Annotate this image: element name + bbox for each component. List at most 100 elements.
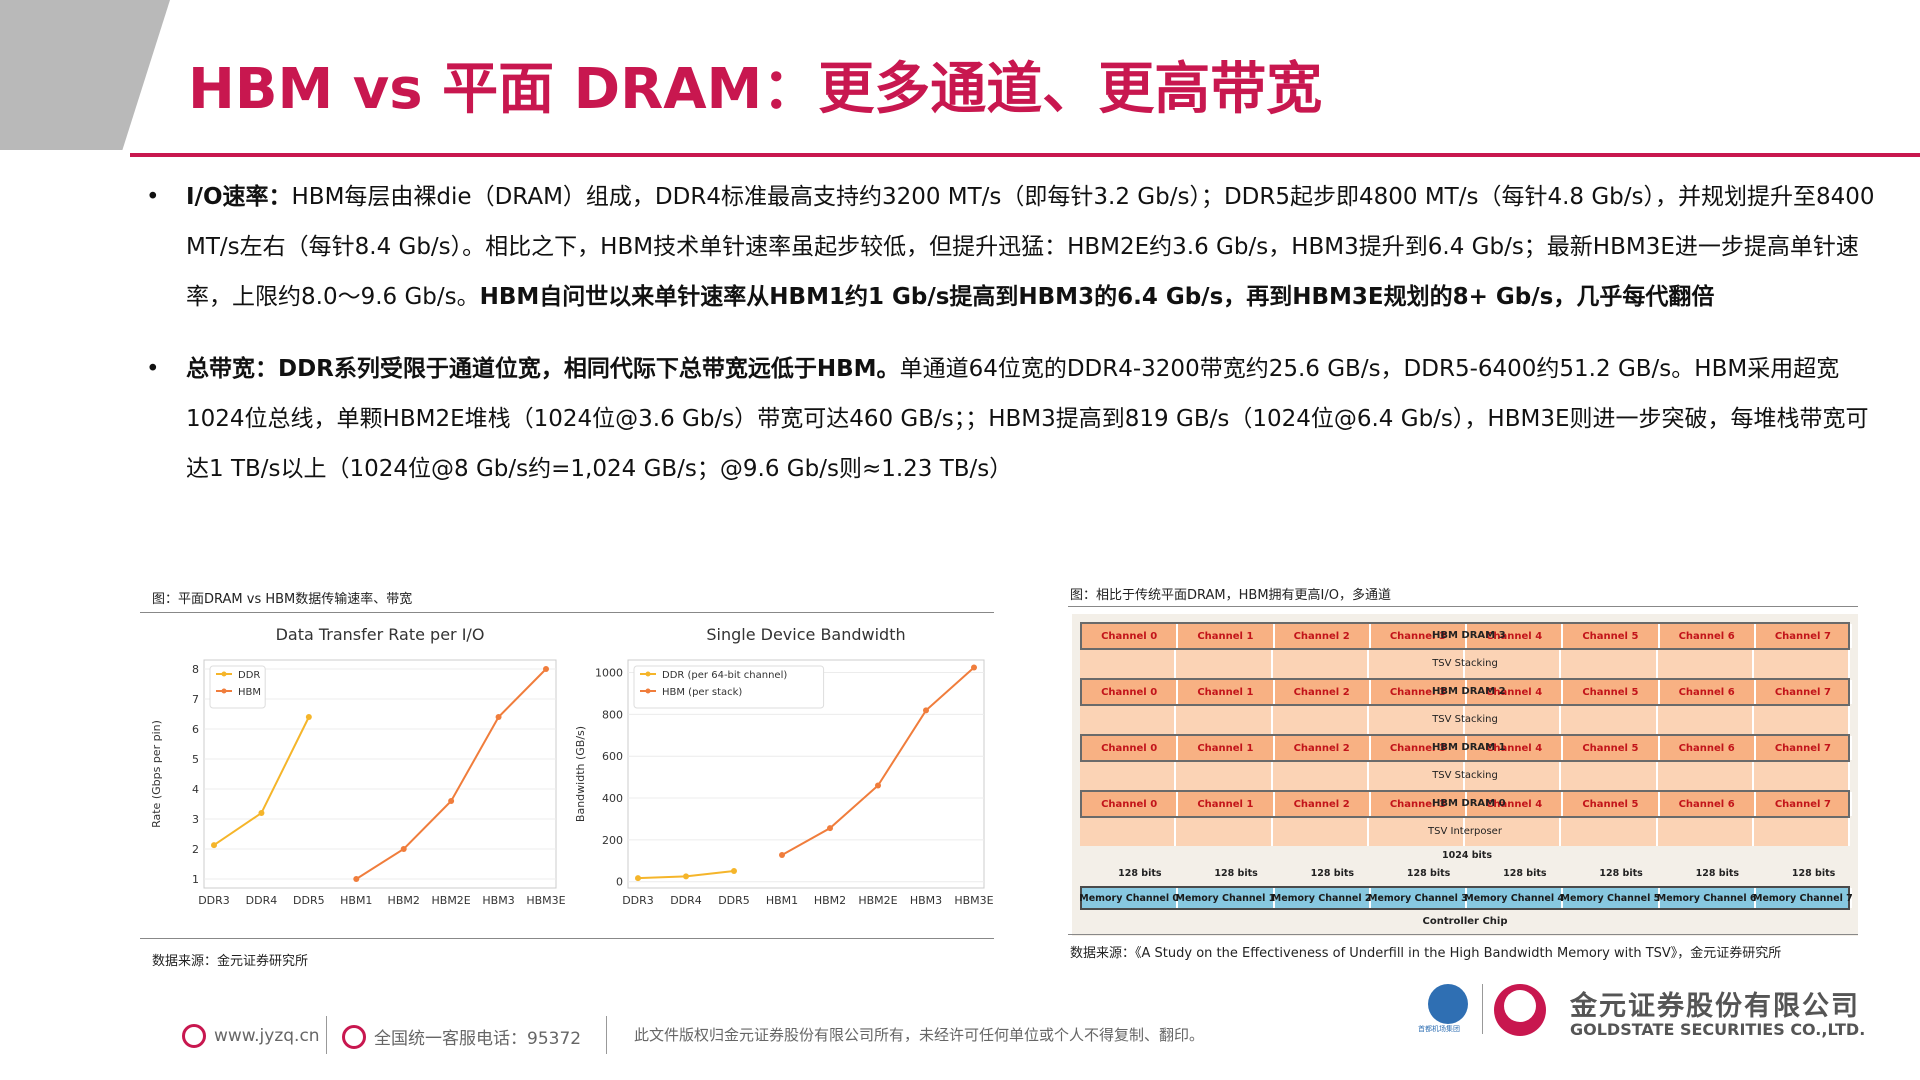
- channel-cell: Channel 5: [1563, 680, 1660, 704]
- legend-label: HBM: [238, 687, 261, 698]
- dram-layer-label: HBM DRAM 0: [1432, 798, 1506, 809]
- page-title: HBM vs 平面 DRAM：更多通道、更高带宽: [188, 57, 1323, 122]
- x-tick-label: HBM3: [482, 894, 514, 907]
- data-point: [448, 798, 455, 804]
- channel-cell: Channel 0: [1082, 792, 1179, 816]
- channel-cell: Channel 2: [1275, 792, 1371, 816]
- figure-right-bottom-rule: [1068, 934, 1858, 935]
- tsv-gap-cell: [1561, 818, 1658, 846]
- data-point: [353, 876, 360, 882]
- x-tick-label: HBM2: [814, 894, 846, 907]
- legend-marker: [221, 688, 227, 694]
- bullet-dot: •: [146, 184, 160, 210]
- y-tick-label: 3: [192, 813, 199, 826]
- memory-channel-cell: Memory Channel 3: [1368, 888, 1468, 908]
- header-decoration: [0, 0, 170, 150]
- x-tick-label: HBM3E: [954, 894, 993, 907]
- tsv-stacking-label: TSV Stacking: [1432, 714, 1498, 725]
- footer-website-text: www.jyzq.cn: [214, 1026, 320, 1046]
- globe-icon: [182, 1024, 206, 1048]
- tsv-gap-cell: [1273, 650, 1369, 678]
- x-tick-label: HBM2E: [432, 894, 471, 907]
- footer-hotline-text: 全国统一客服电话：95372: [374, 1029, 582, 1049]
- tsv-gap-cell: [1176, 650, 1273, 678]
- company-name-en: GOLDSTATE SECURITIES CO.,LTD.: [1570, 1020, 1866, 1039]
- x-tick-label: DDR5: [293, 894, 325, 907]
- footer-website[interactable]: www.jyzq.cn: [182, 1024, 320, 1048]
- bullet-emphasis: HBM自问世以来单针速率从HBM1约1 Gb/s提高到HBM3的6.4 Gb/s…: [479, 284, 1715, 310]
- x-tick-label: HBM2E: [858, 894, 897, 907]
- chart-rate-per-io: Data Transfer Rate per I/O 1 2 3 4 5 6 7 8 DDR3 DD…: [146, 618, 566, 930]
- footer: www.jyzq.cn 全国统一客服电话：95372 此文件版权归金元证券股份有…: [0, 1000, 1920, 1080]
- footer-copyright: 此文件版权归金元证券股份有限公司所有，未经许可任何单位或个人不得复制、翻印。: [634, 1026, 1205, 1044]
- figure-right-source: 数据来源：《A Study on the Effectiveness of Un…: [1070, 946, 1782, 961]
- tsv-gap-cell: [1369, 650, 1465, 678]
- tsv-gap-cell: [1080, 762, 1177, 790]
- tsv-gap: [1080, 706, 1850, 734]
- figure-left-bottom-rule: [140, 938, 994, 939]
- tsv-gap-cell: [1754, 650, 1850, 678]
- channel-cell: Channel 1: [1178, 680, 1275, 704]
- y-axis-label: Bandwidth (GB/s): [574, 726, 587, 822]
- tsv-gap: [1080, 818, 1850, 846]
- chart-device-bandwidth: Single Device Bandwidth 0 200 400 600 800 1000…: [570, 618, 994, 930]
- tsv-gap-cell: [1273, 818, 1369, 846]
- chart-title: Data Transfer Rate per I/O: [276, 625, 485, 644]
- tsv-stacking-label: TSV Stacking: [1432, 658, 1498, 669]
- y-tick-label: 1: [192, 873, 199, 886]
- legend: DDR HBM: [209, 665, 266, 709]
- footer-divider: [326, 1016, 327, 1054]
- bullet-io-rate: • I/O速率：HBM每层由裸die（DRAM）组成，DDR4标准最高支持约32…: [140, 172, 1880, 322]
- memory-channel-cell: Memory Channel 6: [1657, 888, 1757, 908]
- legend-label: HBM (per stack): [662, 687, 742, 698]
- channel-cell: Channel 4: [1467, 624, 1564, 648]
- controller-chip-label: Controller Chip: [1422, 916, 1508, 927]
- tsv-gap-cell: [1176, 762, 1273, 790]
- channel-cell: Channel 3: [1371, 680, 1467, 704]
- data-point: [923, 707, 929, 714]
- channel-cell: Channel 6: [1660, 680, 1756, 704]
- tsv-gap-cell: [1080, 818, 1177, 846]
- channel-cell: Channel 5: [1563, 624, 1660, 648]
- x-tick-label: HBM1: [340, 894, 372, 907]
- channel-bits-label: 128 bits: [1695, 868, 1740, 879]
- legend-label: DDR (per 64-bit channel): [662, 670, 787, 681]
- channel-cell: Channel 6: [1660, 736, 1756, 760]
- data-point: [258, 810, 265, 816]
- bullet-total-bandwidth: • 总带宽：DDR系列受限于通道位宽，相同代际下总带宽远低于HBM。单通道64位…: [140, 344, 1880, 494]
- bullet-list: • I/O速率：HBM每层由裸die（DRAM）组成，DDR4标准最高支持约32…: [140, 172, 1880, 494]
- memory-channel-cell: Memory Channel 7: [1753, 888, 1853, 908]
- channel-bits-label: 128 bits: [1406, 868, 1451, 879]
- x-tick-label: HBM1: [766, 894, 798, 907]
- bullet-lead: 总带宽：DDR系列受限于通道位宽，相同代际下总带宽远低于HBM。: [186, 356, 900, 382]
- goldstate-logo-inner: [1504, 990, 1536, 1022]
- tsv-gap-cell: [1658, 762, 1754, 790]
- channel-bits-label: 128 bits: [1599, 868, 1643, 879]
- tsv-stacking-label: TSV Stacking: [1432, 770, 1498, 781]
- dram-layer-label: HBM DRAM 1: [1432, 742, 1506, 753]
- tsv-gap-cell: [1465, 650, 1562, 678]
- tsv-gap-cell: [1658, 650, 1754, 678]
- data-point: [875, 782, 881, 789]
- y-tick-label: 7: [192, 693, 199, 706]
- tsv-gap: [1080, 762, 1850, 790]
- channel-cell: Channel 2: [1275, 624, 1371, 648]
- tsv-interposer-label: TSV Interposer: [1428, 826, 1502, 837]
- legend-box: [209, 665, 266, 709]
- data-point: [635, 875, 641, 882]
- channel-cell: Channel 7: [1756, 680, 1852, 704]
- memory-channel-cell: Memory Channel 0: [1079, 888, 1179, 908]
- channel-cell: Channel 4: [1467, 736, 1564, 760]
- channel-cell: Channel 5: [1563, 792, 1660, 816]
- y-axis-label: Rate (Gbps per pin): [150, 720, 163, 828]
- tsv-gap-cell: [1754, 706, 1850, 734]
- data-point: [211, 842, 217, 849]
- tsv-gap-cell: [1273, 762, 1369, 790]
- memory-channel-cell: Memory Channel 2: [1272, 888, 1372, 908]
- channel-cell: Channel 7: [1756, 792, 1852, 816]
- channel-cell: Channel 1: [1178, 792, 1275, 816]
- y-tick-label: 5: [192, 753, 199, 766]
- logo-divider: [1482, 984, 1483, 1034]
- dram-layer: Channel 0 Channel 1 Channel 2 Channel 3 Chan…: [1080, 678, 1852, 706]
- channel-bits-label: 128 bits: [1503, 868, 1547, 879]
